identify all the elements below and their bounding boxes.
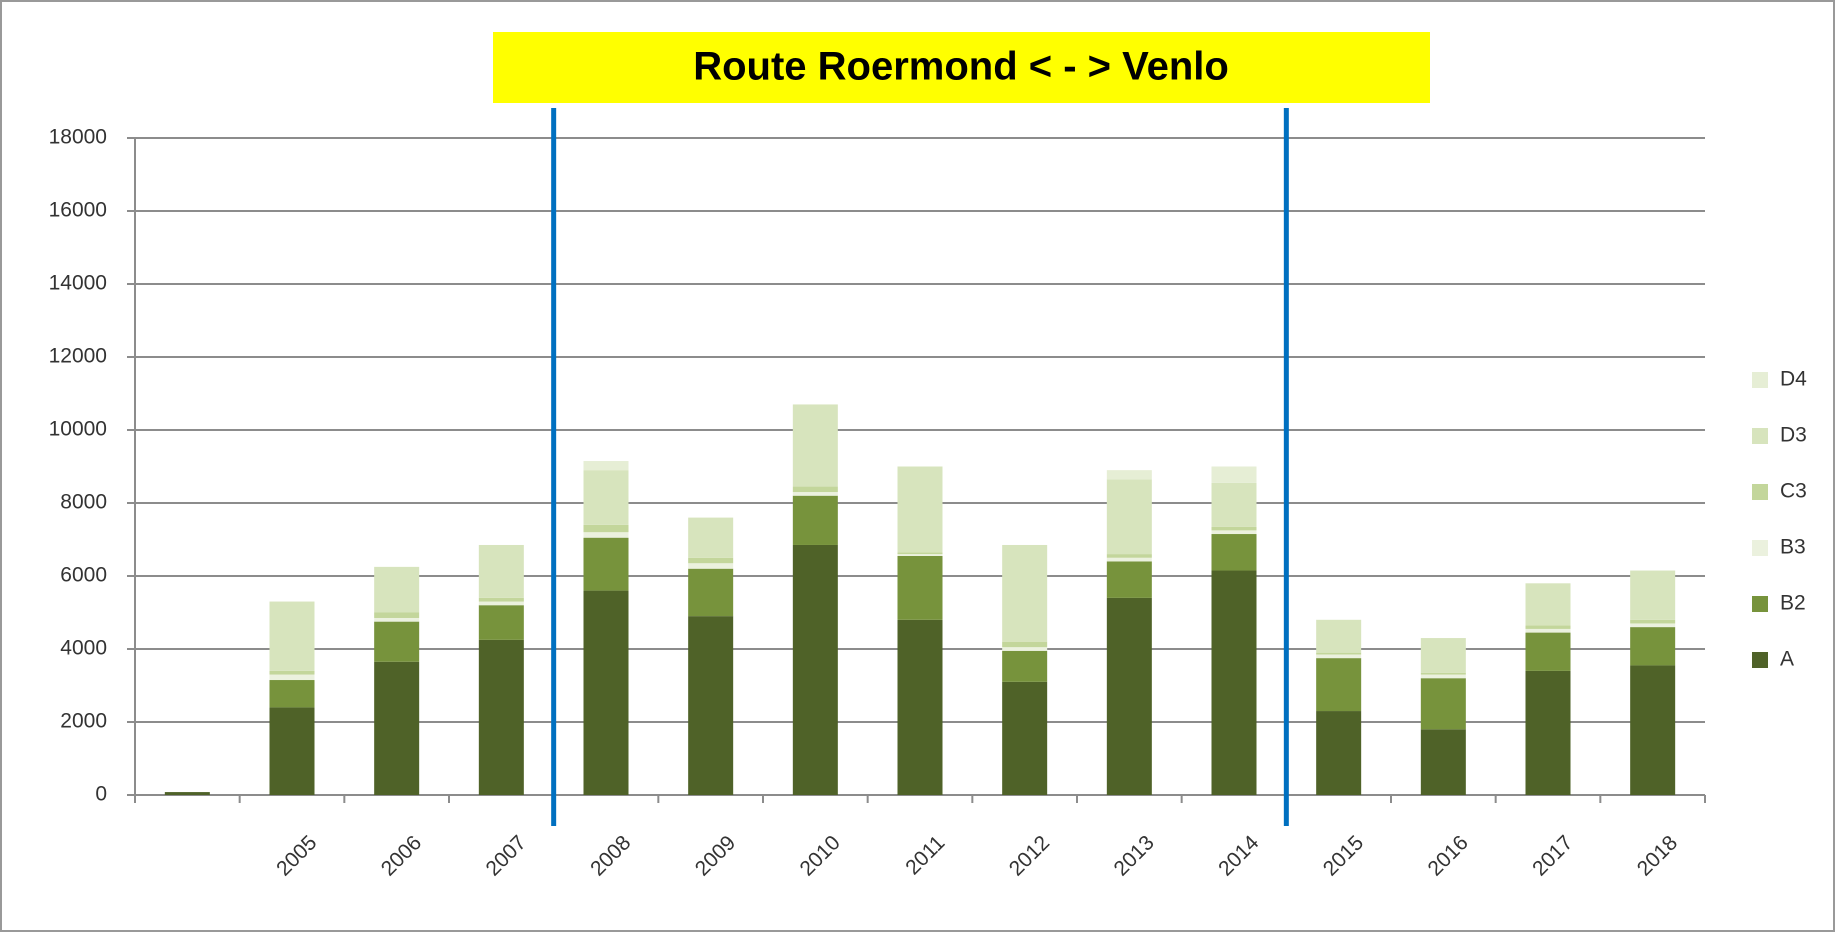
bar-segment xyxy=(374,617,420,622)
bar-segment xyxy=(1420,672,1466,675)
bar-segment xyxy=(583,532,629,538)
bar-segment xyxy=(1630,619,1676,624)
bar-segment xyxy=(1211,466,1257,483)
bar-segment xyxy=(583,470,629,525)
legend-label: B3 xyxy=(1780,536,1806,559)
bar-segment xyxy=(1211,530,1257,535)
legend-swatch xyxy=(1752,372,1768,388)
bar-segment xyxy=(269,707,315,795)
y-tick-label: 16000 xyxy=(49,199,107,222)
bar-segment xyxy=(269,670,315,675)
legend-swatch xyxy=(1752,428,1768,444)
bar-segment xyxy=(792,544,838,795)
bar-segment xyxy=(1106,479,1152,555)
bar-segment xyxy=(583,461,629,471)
bar-segment xyxy=(1420,674,1466,679)
bar-segment xyxy=(269,601,315,671)
bar-segment xyxy=(1525,628,1571,633)
bar-segment xyxy=(478,597,524,602)
bar-segment xyxy=(478,605,524,640)
bar-segment xyxy=(1002,641,1048,648)
y-tick-label: 0 xyxy=(95,783,107,806)
bar-segment xyxy=(792,404,838,487)
legend-label: C3 xyxy=(1780,480,1807,503)
legend-swatch xyxy=(1752,484,1768,500)
bar-segment xyxy=(688,563,734,569)
y-tick-label: 14000 xyxy=(49,272,107,295)
y-tick-label: 12000 xyxy=(49,345,107,368)
title-banner xyxy=(493,32,1430,103)
bar-segment xyxy=(1211,526,1257,531)
y-tick-label: 8000 xyxy=(60,491,107,514)
legend-label: A xyxy=(1780,648,1794,671)
bar-segment xyxy=(1420,638,1466,673)
bar-segment xyxy=(1002,544,1048,642)
bar-segment xyxy=(478,544,524,598)
bar-segment xyxy=(1316,654,1362,659)
bar-segment xyxy=(269,680,315,708)
bar-segment xyxy=(1420,678,1466,730)
bar-segment xyxy=(1211,570,1257,795)
bar-segment xyxy=(1002,647,1048,651)
bar-segment xyxy=(374,661,420,795)
bar-segment xyxy=(688,557,734,564)
bar-segment xyxy=(1630,627,1676,666)
bar-segment xyxy=(792,486,838,493)
chart-title: Route Roermond < - > Venlo xyxy=(693,45,1229,89)
bar-segment xyxy=(1525,632,1571,671)
bar-segment xyxy=(1316,652,1362,655)
bar-segment xyxy=(1420,729,1466,795)
bar-segment xyxy=(1525,670,1571,795)
y-tick-label: 4000 xyxy=(60,637,107,660)
bar-segment xyxy=(1316,619,1362,653)
bar-segment xyxy=(1106,557,1152,562)
bar-segment xyxy=(688,616,734,795)
legend-label: B2 xyxy=(1780,592,1806,615)
y-tick-label: 10000 xyxy=(49,418,107,441)
bar-segment xyxy=(269,674,315,681)
bar-segment xyxy=(897,466,943,553)
bar-segment xyxy=(1525,583,1571,626)
bar-segment xyxy=(1211,534,1257,571)
bar-segment xyxy=(583,524,629,533)
bar-segment xyxy=(1002,681,1048,795)
bar-segment xyxy=(1106,470,1152,480)
bar-segment xyxy=(1106,597,1152,795)
bar-segment xyxy=(164,792,210,795)
bar-segment xyxy=(792,495,838,545)
legend-label: D3 xyxy=(1780,424,1807,447)
bar-segment xyxy=(374,566,420,613)
bar-segment xyxy=(1630,623,1676,628)
y-tick-label: 18000 xyxy=(49,126,107,149)
bar-segment xyxy=(1106,561,1152,598)
bar-segment xyxy=(897,555,943,620)
bar-segment xyxy=(583,590,629,795)
bar-segment xyxy=(1106,554,1152,558)
bar-segment xyxy=(1630,570,1676,620)
legend-swatch xyxy=(1752,652,1768,668)
bar-segment xyxy=(478,601,524,606)
bar-segment xyxy=(583,537,629,591)
bar-segment xyxy=(1316,711,1362,795)
bar-segment xyxy=(897,619,943,795)
bar-segment xyxy=(688,568,734,617)
bar-segment xyxy=(897,554,943,556)
bar-segment xyxy=(1630,665,1676,795)
bar-segment xyxy=(1211,482,1257,527)
bar-segment xyxy=(1525,625,1571,629)
bar-segment xyxy=(688,517,734,558)
bar-segment xyxy=(374,621,420,662)
bar-segment xyxy=(478,639,524,795)
bar-segment xyxy=(897,552,943,555)
legend-swatch xyxy=(1752,540,1768,556)
bar-segment xyxy=(374,612,420,618)
bar-segment xyxy=(792,492,838,496)
y-tick-label: 6000 xyxy=(60,564,107,587)
bar-segment xyxy=(1002,650,1048,682)
legend-swatch xyxy=(1752,596,1768,612)
y-tick-label: 2000 xyxy=(60,710,107,733)
bar-segment xyxy=(1316,658,1362,712)
legend-label: D4 xyxy=(1780,368,1807,391)
